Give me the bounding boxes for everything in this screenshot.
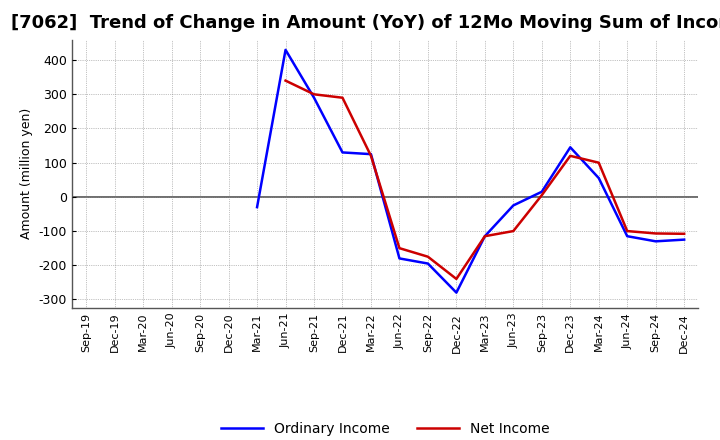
Line: Net Income: Net Income — [286, 81, 684, 279]
Ordinary Income — [338, 150, 347, 155]
Line: Ordinary Income: Ordinary Income — [257, 50, 684, 293]
Net Income — [310, 92, 318, 97]
Net Income — [680, 231, 688, 236]
Ordinary Income — [623, 234, 631, 239]
Ordinary Income — [537, 189, 546, 194]
Ordinary Income — [395, 256, 404, 261]
Ordinary Income — [310, 95, 318, 100]
Net Income — [480, 234, 489, 239]
Net Income — [537, 193, 546, 198]
Ordinary Income — [595, 176, 603, 181]
Net Income — [509, 228, 518, 234]
Net Income — [423, 254, 432, 259]
Ordinary Income — [423, 261, 432, 266]
Net Income — [652, 231, 660, 236]
Net Income — [366, 153, 375, 158]
Net Income — [566, 153, 575, 158]
Ordinary Income — [509, 203, 518, 208]
Legend: Ordinary Income, Net Income: Ordinary Income, Net Income — [215, 417, 555, 440]
Net Income — [338, 95, 347, 100]
Net Income — [623, 228, 631, 234]
Ordinary Income — [282, 47, 290, 52]
Net Income — [282, 78, 290, 83]
Net Income — [595, 160, 603, 165]
Ordinary Income — [366, 151, 375, 157]
Title: [7062]  Trend of Change in Amount (YoY) of 12Mo Moving Sum of Incomes: [7062] Trend of Change in Amount (YoY) o… — [11, 15, 720, 33]
Net Income — [452, 276, 461, 282]
Ordinary Income — [652, 238, 660, 244]
Y-axis label: Amount (million yen): Amount (million yen) — [20, 108, 33, 239]
Ordinary Income — [253, 205, 261, 210]
Ordinary Income — [452, 290, 461, 295]
Ordinary Income — [680, 237, 688, 242]
Ordinary Income — [480, 234, 489, 239]
Net Income — [395, 246, 404, 251]
Ordinary Income — [566, 145, 575, 150]
